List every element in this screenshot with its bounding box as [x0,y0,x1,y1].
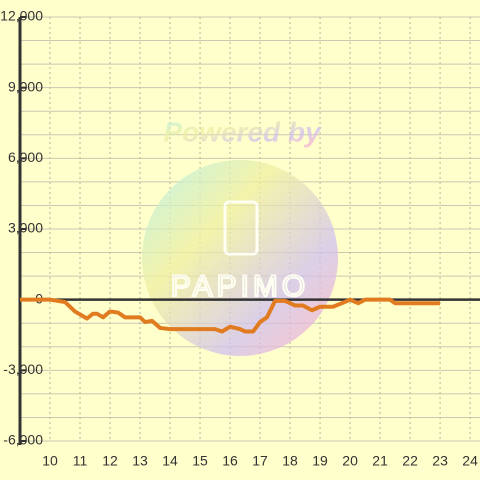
watermark-icon [223,200,259,256]
watermark-disc [142,160,338,356]
x-tick-label: 24 [462,453,478,469]
watermark: Powered by PAPIMO [142,116,338,356]
x-tick-label: 20 [342,453,358,469]
x-tick-label: 15 [192,453,208,469]
y-tick-label: 9,000 [8,78,43,94]
x-tick-label: 13 [132,453,148,469]
data-line [20,297,441,334]
y-tick-label: -3,000 [3,361,43,377]
x-tick-label: 22 [402,453,418,469]
x-tick-label: 10 [42,453,58,469]
x-tick-label: 17 [252,453,268,469]
x-tick-label: 19 [312,453,328,469]
y-tick-label: 12,000 [0,8,43,24]
y-tick-label: 6,000 [8,149,43,165]
y-tick-label: 3,000 [8,220,43,236]
watermark-text: Powered by [163,116,322,147]
x-tick-label: 18 [282,453,298,469]
x-tick-label: 16 [222,453,238,469]
x-tick-label: 11 [73,453,88,469]
watermark-text: PAPIMO [171,270,309,303]
x-tick-label: 12 [102,453,118,469]
y-tick-label: -6,000 [3,432,43,448]
x-tick-label: 14 [162,453,178,469]
x-tick-label: 23 [432,453,448,469]
x-tick-label: 21 [372,453,388,469]
